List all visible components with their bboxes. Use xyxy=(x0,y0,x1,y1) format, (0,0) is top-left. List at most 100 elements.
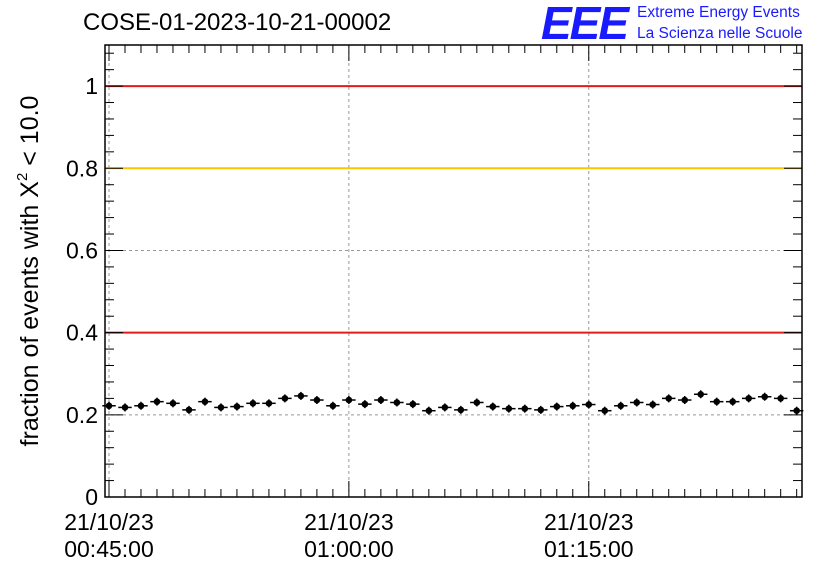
data-point-marker xyxy=(153,398,161,405)
data-point-marker xyxy=(665,395,673,402)
data-point xyxy=(358,400,372,409)
data-point xyxy=(150,397,164,406)
data-point-marker xyxy=(377,396,385,404)
data-point xyxy=(646,400,660,409)
data-point-marker xyxy=(169,400,177,407)
data-point xyxy=(438,403,452,412)
data-point xyxy=(422,406,436,415)
data-point-marker xyxy=(713,398,721,405)
data-point-marker xyxy=(409,400,417,408)
data-point-marker xyxy=(297,392,305,400)
plot-frame xyxy=(104,44,803,498)
data-point-marker xyxy=(585,401,593,408)
data-point-marker xyxy=(569,402,577,410)
data-point-marker xyxy=(249,400,257,407)
data-point xyxy=(725,397,740,406)
data-point-marker xyxy=(489,403,497,410)
organization-line-2: La Scienza nelle Scuole xyxy=(637,25,803,42)
y-tick-label: 0 xyxy=(85,484,98,510)
data-point xyxy=(582,400,596,409)
plot-area xyxy=(105,45,802,497)
data-point-marker xyxy=(745,395,752,402)
data-point xyxy=(566,401,580,410)
data-point xyxy=(598,406,612,415)
data-point-marker xyxy=(313,396,321,404)
data-point xyxy=(757,392,772,401)
data-point xyxy=(678,396,692,405)
data-point-marker xyxy=(697,390,705,398)
data-point-marker xyxy=(553,403,561,410)
data-point-marker xyxy=(185,406,193,414)
x-tick-label-time: 01:00:00 xyxy=(304,536,394,562)
data-point-marker xyxy=(505,405,513,412)
data-point-marker xyxy=(105,402,113,410)
data-point xyxy=(709,397,724,406)
data-point-marker xyxy=(345,396,353,404)
data-point-marker xyxy=(137,402,145,410)
data-point xyxy=(630,398,644,407)
x-tick-label-date: 21/10/23 xyxy=(304,509,394,535)
eee-logo-letters: EEE xyxy=(541,0,629,49)
x-tick-label-time: 00:45:00 xyxy=(64,536,154,562)
data-point-marker xyxy=(633,399,641,406)
data-point-marker xyxy=(361,400,369,408)
x-tick-label-date: 21/10/23 xyxy=(64,509,154,535)
y-tick-label: 1 xyxy=(85,73,98,99)
x-tick-label-time: 01:15:00 xyxy=(544,536,634,562)
y-tick-label: 0.8 xyxy=(66,155,98,181)
data-point-marker xyxy=(793,407,800,415)
data-point xyxy=(262,399,276,408)
data-point xyxy=(741,394,756,403)
data-point xyxy=(374,396,388,405)
y-tick-label: 0.4 xyxy=(66,320,98,346)
data-point xyxy=(294,391,308,400)
data-point-marker xyxy=(521,405,529,412)
data-point xyxy=(134,401,148,410)
data-point xyxy=(214,403,228,412)
data-point-marker xyxy=(281,395,289,402)
chart-title: COSE-01-2023-10-21-00002 xyxy=(83,9,392,36)
data-point xyxy=(486,402,500,411)
data-point xyxy=(502,404,516,413)
data-point-marker xyxy=(681,396,689,404)
data-point-marker xyxy=(649,401,657,408)
data-point-marker xyxy=(617,402,625,410)
data-point xyxy=(789,406,804,415)
organization-text: Extreme Energy Events La Scienza nelle S… xyxy=(637,2,802,44)
data-point xyxy=(278,394,292,403)
data-point xyxy=(550,402,564,411)
data-point-marker xyxy=(265,400,273,407)
data-point-marker xyxy=(217,404,225,411)
data-point xyxy=(454,405,468,414)
data-point-marker xyxy=(473,399,481,406)
data-point xyxy=(470,398,484,407)
data-point-marker xyxy=(233,403,241,410)
data-point xyxy=(118,403,132,412)
organization-line-1: Extreme Energy Events xyxy=(637,4,800,21)
data-point xyxy=(166,399,180,408)
data-point-marker xyxy=(761,393,768,401)
data-point xyxy=(773,394,788,403)
data-point xyxy=(693,390,708,399)
data-point-marker xyxy=(393,399,401,406)
data-point-marker xyxy=(441,404,449,411)
data-point-marker xyxy=(777,395,784,402)
data-point-marker xyxy=(537,406,545,414)
data-point-marker xyxy=(201,398,209,405)
data-point-marker xyxy=(329,402,337,410)
y-tick-label: 0.2 xyxy=(66,402,98,428)
data-point xyxy=(102,401,116,410)
data-point-marker xyxy=(729,398,736,405)
data-point xyxy=(390,398,404,407)
eee-logo: EEE xyxy=(541,0,636,46)
y-tick-label: 0.6 xyxy=(66,237,98,263)
data-point xyxy=(326,401,340,410)
data-point xyxy=(230,402,244,411)
data-point xyxy=(534,405,548,414)
data-point xyxy=(614,401,628,410)
data-point-marker xyxy=(425,407,433,415)
data-point-marker xyxy=(121,404,129,411)
data-point xyxy=(182,405,196,414)
x-tick-label-date: 21/10/23 xyxy=(544,509,634,535)
